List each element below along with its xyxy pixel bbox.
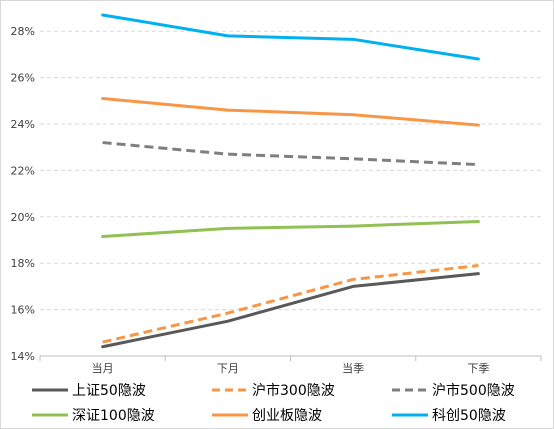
- y-axis-ticks: 14% 16% 18% 20% 22% 24% 26% 28%: [11, 25, 35, 363]
- y-tick-label: 14%: [11, 350, 35, 363]
- legend-label: 沪市300隐波: [252, 382, 335, 399]
- series-line: [101, 272, 480, 349]
- legend-label: 创业板隐波: [252, 408, 322, 424]
- series-line: [101, 219, 480, 239]
- x-tick-label: 下月: [217, 362, 239, 375]
- y-tick-label: 28%: [11, 25, 35, 38]
- legend-label: 上证50隐波: [72, 383, 146, 399]
- series-line: [101, 96, 480, 127]
- y-tick-label: 22%: [11, 164, 35, 177]
- x-axis-ticks: 当月 下月 当季 下季: [92, 361, 490, 375]
- y-tick-label: 24%: [11, 118, 35, 131]
- series-line: [102, 264, 479, 344]
- y-tick-label: 20%: [11, 211, 35, 224]
- series-line: [102, 141, 479, 167]
- y-tick-label: 26%: [11, 72, 35, 85]
- x-tick-label: 当季: [342, 361, 364, 375]
- x-axis: [39, 355, 542, 361]
- x-tick-label: 下季: [467, 362, 489, 375]
- legend-label: 深证100隐波: [72, 408, 155, 424]
- series-lines: [101, 13, 480, 349]
- y-tick-label: 16%: [11, 304, 35, 317]
- legend-label: 沪市500隐波: [432, 382, 515, 399]
- x-tick-label: 当月: [92, 361, 114, 375]
- legend-label: 科创50隐波: [432, 408, 506, 424]
- y-tick-label: 18%: [11, 257, 35, 270]
- series-line: [101, 13, 480, 61]
